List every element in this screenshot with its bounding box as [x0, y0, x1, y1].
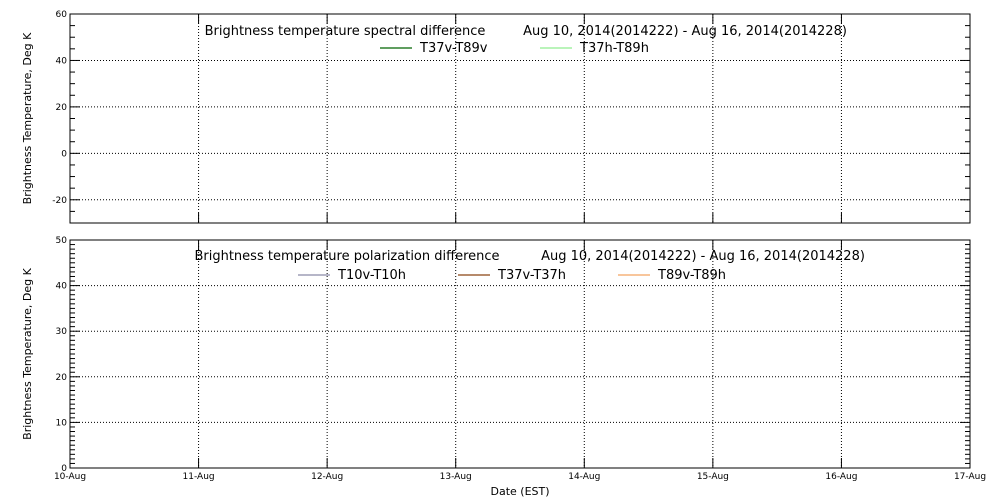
chart-date-range: Aug 10, 2014(2014222) - Aug 16, 2014(201…	[541, 249, 865, 264]
x-tick-label: 17-Aug	[954, 472, 986, 482]
legend-label: T37v-T89v	[419, 41, 488, 56]
x-tick-label: 10-Aug	[54, 472, 86, 482]
y-tick-label: 30	[56, 327, 68, 337]
chart-title: Brightness temperature spectral differen…	[205, 24, 486, 39]
y-tick-label: 0	[61, 464, 67, 474]
y-tick-label: 60	[56, 10, 68, 20]
polarization-difference-panel: 0 10 20 30 40 50 10-Aug 11-Aug 12-Aug 13-Aug 14-Au…	[21, 236, 986, 482]
chart-title: Brightness temperature polarization diff…	[194, 249, 499, 264]
y-axis-label: Brightness Temperature, Deg K	[21, 267, 34, 439]
legend-label: T37v-T37h	[497, 268, 566, 283]
y-tick-label: 20	[56, 103, 68, 113]
legend-label: T89v-T89h	[657, 268, 726, 283]
x-tick-label: 15-Aug	[697, 472, 729, 482]
y-tick-label: 40	[56, 282, 68, 292]
y-tick-label: -20	[52, 196, 67, 206]
x-tick-label: 14-Aug	[568, 472, 600, 482]
y-tick-label: 20	[56, 373, 68, 383]
y-tick-label: 0	[61, 149, 67, 159]
x-axis-label: Date (EST)	[490, 485, 549, 498]
x-tick-label: 13-Aug	[440, 472, 472, 482]
y-axis-label: Brightness Temperature, Deg K	[21, 32, 34, 204]
y-tick-label: 40	[56, 56, 68, 66]
plot-frame	[69, 13, 971, 224]
x-tick-label: 12-Aug	[311, 472, 343, 482]
chart-date-range: Aug 10, 2014(2014222) - Aug 16, 2014(201…	[523, 24, 847, 39]
spectral-difference-panel: -20 0 20 40 60 Brightness Temperature, Deg K B…	[21, 10, 971, 224]
legend-label: T37h-T89h	[579, 41, 649, 56]
x-tick-label: 11-Aug	[183, 472, 215, 482]
y-tick-label: 50	[56, 236, 68, 246]
x-tick-label: 16-Aug	[825, 472, 857, 482]
y-tick-label: 10	[56, 418, 68, 428]
legend-label: T10v-T10h	[337, 268, 406, 283]
plot-frame	[69, 239, 971, 469]
